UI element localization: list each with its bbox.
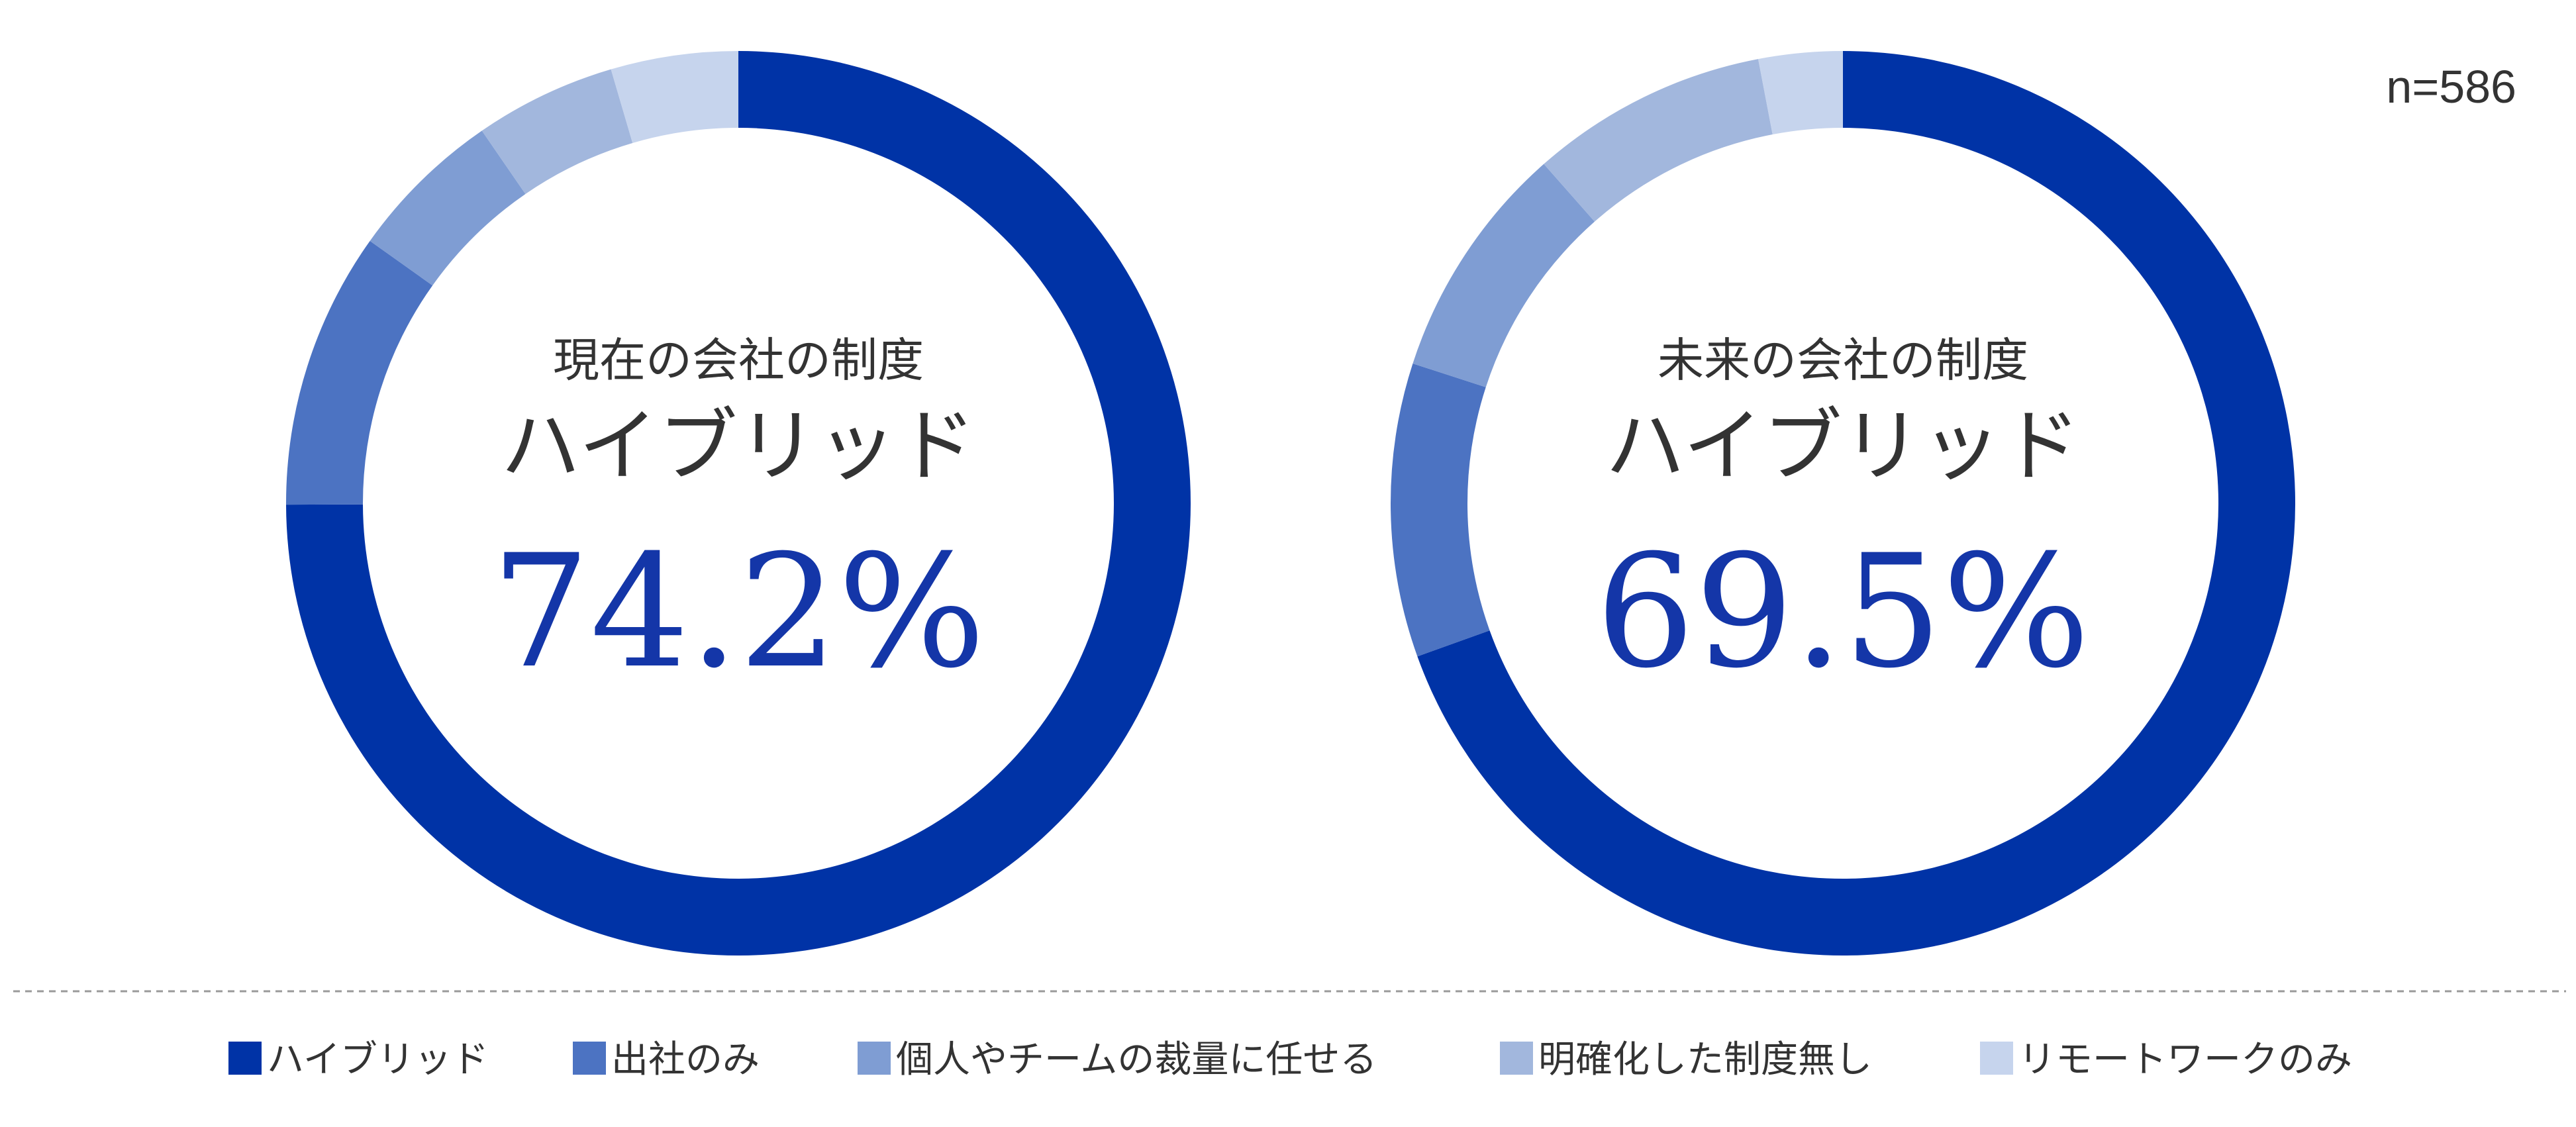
donut-future-title: 未来の会社の制度 [1658,333,2028,387]
legend-swatch-5 [1980,1042,2013,1075]
donut-current-percent: 74.2% [491,522,986,703]
donut-current-slice-4 [481,69,633,194]
legend-swatch-1 [228,1042,262,1075]
donut-future-percent: 69.5% [1596,522,2091,703]
sample-size-label: n=586 [2386,61,2516,113]
donut-future-slice-4 [1544,59,1773,222]
donut-current-title: 現在の会社の制度 [553,333,924,387]
legend-swatch-2 [573,1042,606,1075]
donut-future-slice-3 [1412,164,1595,387]
legend-label-2: 出社のみ [611,1038,760,1081]
donut-future-slice-2 [1391,363,1490,657]
legend-label-1: ハイブリッド [267,1038,489,1081]
donut-current-slice-2 [286,240,433,505]
donut-future: 未来の会社の制度 ハイブリッド 69.5% [1391,51,2296,956]
donut-current: 現在の会社の制度 ハイブリッド 74.2% [286,51,1191,956]
legend-label-4: 明確化した制度無し [1538,1038,1872,1081]
legend-label-5: リモートワークのみ [2018,1038,2352,1081]
donut-future-category: ハイブリッド [1605,401,2081,493]
donut-future-slice-5 [1758,51,1843,135]
donut-future-slices [1391,51,2296,956]
legend: ハイブリッド 出社のみ 個人やチームの裁量に任せる 明確化した制度無し リモートワークの… [228,1038,2352,1081]
donut-current-slice-5 [611,51,738,143]
legend-swatch-4 [1500,1042,1533,1075]
donut-current-slices [286,51,1191,956]
donut-current-category: ハイブリッド [501,401,976,493]
legend-label-3: 個人やチームの裁量に任せる [896,1038,1377,1081]
donut-current-slice-3 [370,130,526,286]
legend-swatch-3 [858,1042,891,1075]
